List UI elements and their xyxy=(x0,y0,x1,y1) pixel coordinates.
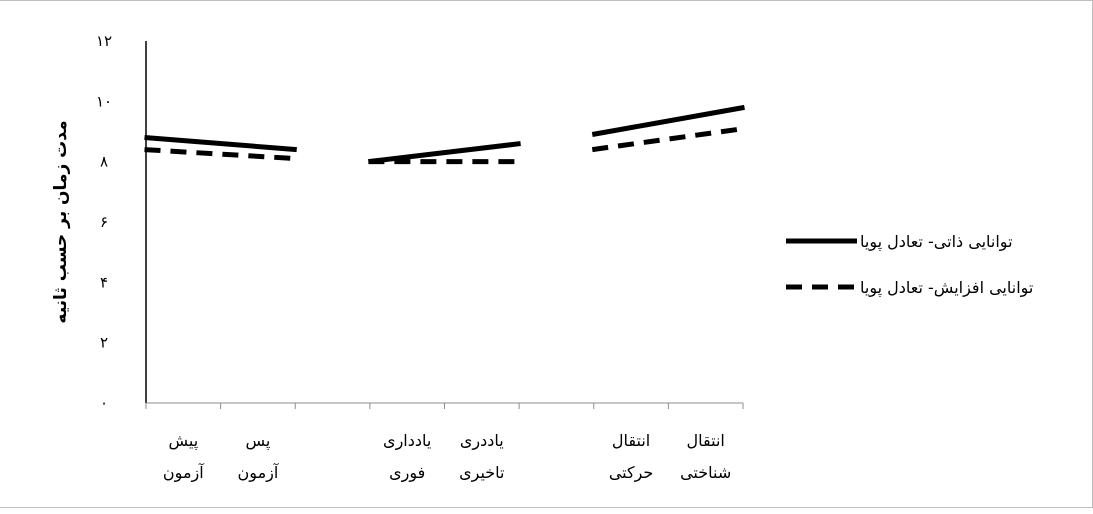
y-tick-label: ۲ xyxy=(100,334,108,352)
x-axis-ticks: پیش آزمون پس آزمون یادداری فوری یاددری تاخیری ان… xyxy=(163,431,731,483)
x-category-label: تاخیری xyxy=(459,463,504,483)
y-tick-label: ۱۰ xyxy=(96,92,112,110)
y-tick-label: ۴ xyxy=(100,273,108,291)
y-tick-label: ۰ xyxy=(100,394,108,412)
chart-axes xyxy=(145,41,744,409)
x-category-label: پس xyxy=(246,431,271,451)
x-category-label: انتقال xyxy=(687,431,725,450)
legend-label: توانایی افزایش- تعادل پویا xyxy=(860,278,1033,298)
series-line-segment xyxy=(591,104,745,137)
y-axis-ticks: ۰ ۲ ۴ ۶ ۸ ۱۰ ۱۲ xyxy=(96,32,112,412)
x-category-label: یاددری xyxy=(460,431,504,451)
series-line-segment xyxy=(368,141,521,165)
x-category-label: فوری xyxy=(389,463,425,483)
x-category-label: آزمون xyxy=(238,463,280,483)
x-category-label: آزمون xyxy=(163,463,205,483)
series-layer xyxy=(144,104,745,165)
y-tick-label: ۸ xyxy=(100,153,108,171)
x-category-label: شناختی xyxy=(680,463,731,482)
legend-label: توانایی ذاتی- تعادل پویا xyxy=(860,232,1013,252)
y-axis-title: مدت زمان بر حسب ثانیه xyxy=(51,120,71,323)
x-category-label: انتقال xyxy=(612,431,650,450)
x-category-label: حرکتی xyxy=(609,463,654,483)
legend: توانایی ذاتی- تعادل پویا توانایی افزایش- … xyxy=(786,232,1033,298)
x-category-label: پیش xyxy=(168,431,198,451)
y-tick-label: ۶ xyxy=(100,213,108,231)
series-line-segment xyxy=(144,135,297,153)
y-tick-label: ۱۲ xyxy=(96,32,112,50)
series-line-segment xyxy=(144,147,297,162)
x-category-label: یادداری xyxy=(383,431,431,451)
series-1 xyxy=(144,104,745,165)
